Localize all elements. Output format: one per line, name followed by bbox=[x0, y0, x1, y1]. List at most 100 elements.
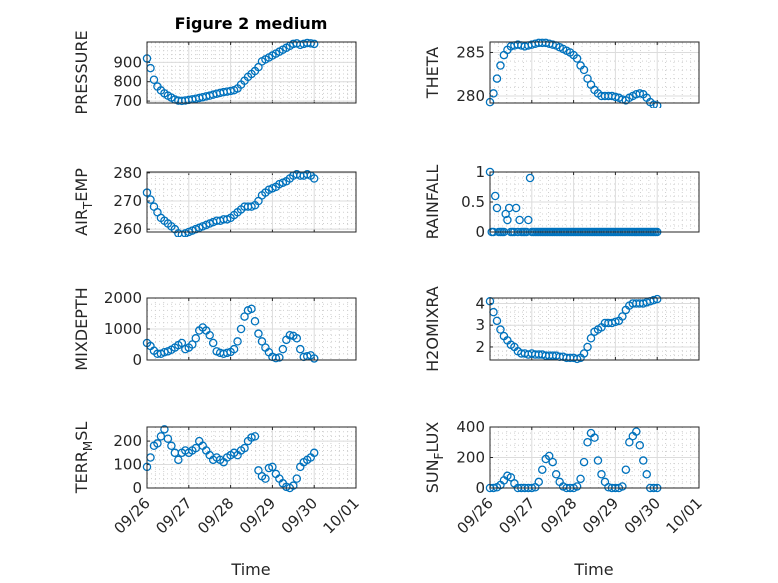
y-axis-label-terr-msl: TERRMSL bbox=[72, 422, 95, 495]
data-point bbox=[652, 101, 662, 108]
data-point bbox=[163, 434, 173, 443]
axes-box bbox=[146, 426, 357, 489]
data-point bbox=[492, 203, 502, 213]
axes-background bbox=[147, 172, 356, 232]
data-point bbox=[590, 433, 599, 442]
data-point bbox=[188, 340, 197, 349]
series-markers bbox=[142, 425, 319, 493]
data-point bbox=[632, 427, 641, 436]
y-tick-label: 0 bbox=[475, 223, 485, 241]
data-point bbox=[649, 295, 658, 305]
data-point bbox=[635, 89, 645, 98]
data-point bbox=[309, 174, 319, 183]
data-point bbox=[160, 425, 169, 434]
y-tick-label: 280 bbox=[456, 87, 485, 105]
axes-box bbox=[489, 41, 700, 104]
data-point bbox=[496, 61, 505, 70]
y-tick-label: 200 bbox=[113, 432, 142, 450]
data-point bbox=[247, 304, 256, 314]
data-point bbox=[177, 338, 187, 348]
data-point bbox=[306, 39, 315, 48]
y-axis-label-theta: THETA bbox=[423, 47, 442, 99]
y-axis-label-rainfall: RAINFALL bbox=[423, 165, 442, 240]
y-tick-label: 1000 bbox=[104, 320, 142, 338]
y-tick-label: 0 bbox=[132, 351, 142, 369]
data-point bbox=[572, 482, 582, 491]
data-point bbox=[240, 312, 249, 321]
series-markers bbox=[142, 38, 319, 106]
data-point bbox=[167, 441, 176, 451]
axes-box bbox=[146, 297, 357, 361]
data-point bbox=[579, 65, 589, 75]
y-tick-label: 4 bbox=[475, 294, 485, 312]
subplot-theta: 280 285 THETA bbox=[423, 38, 700, 108]
data-point bbox=[525, 173, 535, 183]
data-point bbox=[642, 470, 652, 479]
data-point bbox=[208, 338, 218, 348]
data-point bbox=[257, 337, 267, 346]
axes-box bbox=[489, 297, 700, 361]
y-tick-label: 0 bbox=[132, 479, 142, 497]
data-point bbox=[240, 443, 249, 453]
data-point bbox=[579, 349, 589, 358]
data-point bbox=[618, 482, 627, 491]
data-point bbox=[652, 294, 662, 304]
data-point bbox=[583, 342, 592, 352]
data-point bbox=[534, 477, 544, 487]
data-point bbox=[275, 353, 284, 362]
x-axis-label-right: Time bbox=[573, 560, 613, 579]
data-point bbox=[618, 312, 627, 321]
data-point bbox=[250, 316, 260, 326]
data-point bbox=[292, 334, 302, 343]
data-point bbox=[593, 456, 603, 465]
axes-box bbox=[146, 41, 357, 104]
y-axis-label-h2omixra: H2OMIXRA bbox=[423, 286, 442, 372]
subplot-h2omixra: 2 3 4 H2OMIXRA bbox=[423, 286, 700, 372]
y-tick-label: 0.5 bbox=[461, 193, 485, 211]
data-point bbox=[285, 330, 295, 340]
data-point bbox=[548, 40, 557, 49]
y-tick-label: 280 bbox=[113, 164, 142, 182]
data-point bbox=[649, 100, 658, 108]
data-point bbox=[597, 470, 606, 479]
data-point bbox=[250, 432, 260, 441]
data-point bbox=[551, 470, 561, 479]
y-axis-label-sun-flux: SUNFLUX bbox=[423, 422, 446, 494]
y-tick-label: 2 bbox=[475, 338, 485, 356]
data-point bbox=[236, 324, 246, 334]
data-point bbox=[524, 215, 533, 225]
y-tick-label: 400 bbox=[456, 418, 485, 436]
data-point bbox=[611, 317, 620, 327]
data-point bbox=[503, 215, 512, 225]
data-point bbox=[271, 353, 281, 363]
subplot-rainfall: 0 0.5 1 RAINFALL bbox=[423, 163, 700, 241]
data-point bbox=[268, 462, 277, 472]
data-point bbox=[583, 74, 592, 83]
data-point bbox=[611, 92, 620, 102]
y-axis-label-mixdepth: MIXDEPTH bbox=[72, 287, 91, 370]
data-point bbox=[261, 474, 270, 483]
y-tick-label: 100 bbox=[113, 456, 142, 474]
data-point bbox=[229, 344, 239, 354]
data-point bbox=[515, 215, 524, 225]
data-point bbox=[205, 330, 214, 340]
y-tick-label: 1 bbox=[475, 163, 485, 181]
data-point bbox=[289, 481, 298, 490]
y-tick-label: 270 bbox=[113, 192, 142, 210]
series-markers bbox=[142, 304, 319, 363]
data-point bbox=[511, 203, 521, 213]
data-point bbox=[548, 457, 557, 467]
y-tick-label: 200 bbox=[456, 449, 485, 467]
subplot-air-temp: 260 270 280 AIRTEMP bbox=[72, 164, 357, 238]
data-point bbox=[174, 455, 183, 465]
y-tick-label: 0 bbox=[475, 479, 485, 497]
y-tick-label: 800 bbox=[113, 73, 142, 91]
data-point bbox=[492, 74, 502, 83]
data-point bbox=[621, 465, 631, 474]
y-tick-label: 3 bbox=[475, 316, 485, 334]
data-point bbox=[191, 334, 201, 343]
data-point bbox=[579, 457, 589, 467]
data-point bbox=[222, 348, 232, 358]
data-point bbox=[309, 448, 319, 458]
